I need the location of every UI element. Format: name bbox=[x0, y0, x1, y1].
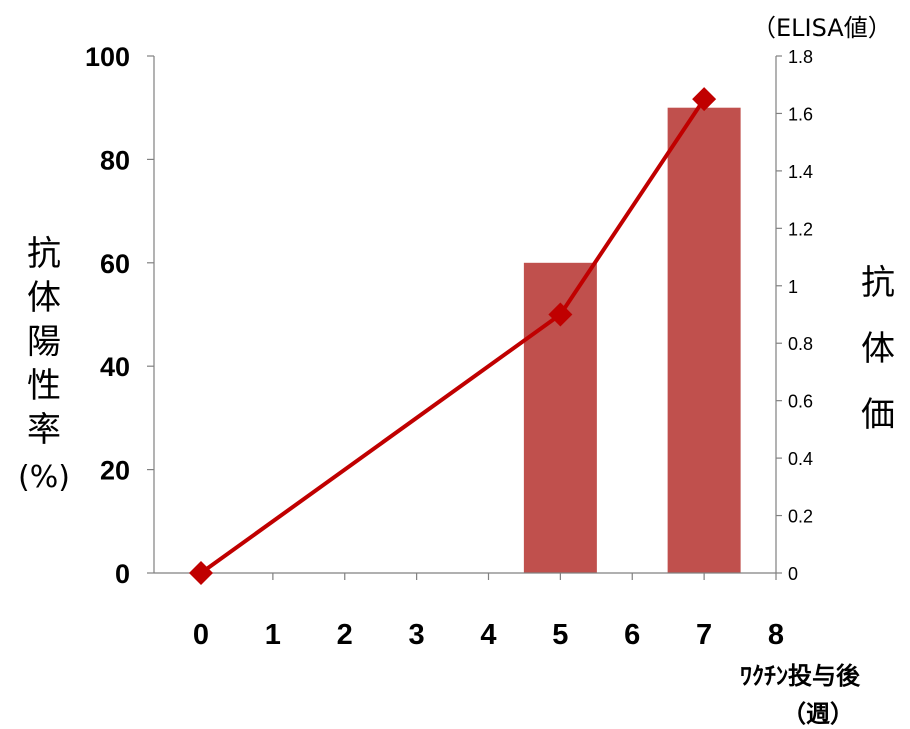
x-axis-unit: （週） bbox=[782, 700, 854, 728]
x-tick-label: 5 bbox=[552, 619, 568, 651]
y-left-label-unit: (%) bbox=[18, 460, 70, 495]
y-left-label-char: 抗 bbox=[27, 234, 61, 274]
line-layer bbox=[189, 87, 717, 585]
x-tick-label: 7 bbox=[696, 619, 712, 651]
y-left-label-char: 性 bbox=[27, 366, 61, 406]
x-tick-label: 8 bbox=[768, 619, 784, 651]
diamond-marker bbox=[189, 561, 213, 585]
y-right-tick-label: 1 bbox=[788, 277, 798, 297]
y-right-label-char: 抗 bbox=[861, 263, 895, 303]
y-right-tick-label: 0.2 bbox=[788, 507, 813, 527]
y-right-tick-label: 1.8 bbox=[788, 47, 813, 67]
x-tick-label: 3 bbox=[409, 619, 425, 651]
series-line bbox=[199, 97, 706, 575]
x-tick-label: 0 bbox=[193, 619, 209, 651]
tick-labels-layer: 0 20 40 60 80 100 0 0.2 0.4 0.6 0.8 1 1.2 1.4 1.6 1.8 0 1… bbox=[85, 42, 813, 651]
y-left-tick-label: 60 bbox=[100, 249, 130, 279]
y-left-tick-label: 0 bbox=[115, 559, 130, 589]
y-left-tick-label: 80 bbox=[100, 145, 130, 175]
x-axis-label: ﾜｸﾁﾝ投与後 bbox=[740, 662, 860, 690]
y-right-tick-label: 1.2 bbox=[788, 219, 813, 239]
y-right-label-char: 体 bbox=[861, 329, 895, 369]
y-axis-right-label: 抗 体 価 bbox=[850, 250, 906, 448]
x-tick-label: 1 bbox=[265, 619, 281, 651]
y-left-label-char: 率 bbox=[27, 410, 61, 450]
y-left-tick-label: 100 bbox=[85, 42, 130, 72]
diamond-marker bbox=[548, 302, 573, 327]
bars-layer bbox=[523, 107, 741, 573]
y-axis-left-label: 抗 体 陽 性 率 (%) bbox=[14, 232, 74, 500]
y-axis-right-unit: （ELISA値） bbox=[752, 14, 892, 42]
bar bbox=[667, 107, 741, 573]
diamond-marker bbox=[692, 87, 717, 112]
x-tick-label: 6 bbox=[624, 619, 640, 651]
y-right-tick-label: 0.4 bbox=[788, 449, 813, 469]
y-left-tick-label: 20 bbox=[100, 456, 130, 486]
y-right-tick-label: 1.6 bbox=[788, 104, 813, 124]
x-tick-label: 2 bbox=[337, 619, 353, 651]
y-right-tick-label: 0.8 bbox=[788, 334, 813, 354]
y-right-tick-label: 1.4 bbox=[788, 162, 813, 182]
y-right-tick-label: 0.6 bbox=[788, 392, 813, 412]
y-right-tick-label: 0 bbox=[788, 564, 798, 584]
y-left-label-char: 陽 bbox=[27, 322, 61, 362]
x-tick-label: 4 bbox=[480, 619, 496, 651]
y-left-tick-label: 40 bbox=[100, 352, 130, 382]
y-right-label-char: 価 bbox=[861, 395, 895, 435]
y-left-label-char: 体 bbox=[27, 278, 61, 318]
